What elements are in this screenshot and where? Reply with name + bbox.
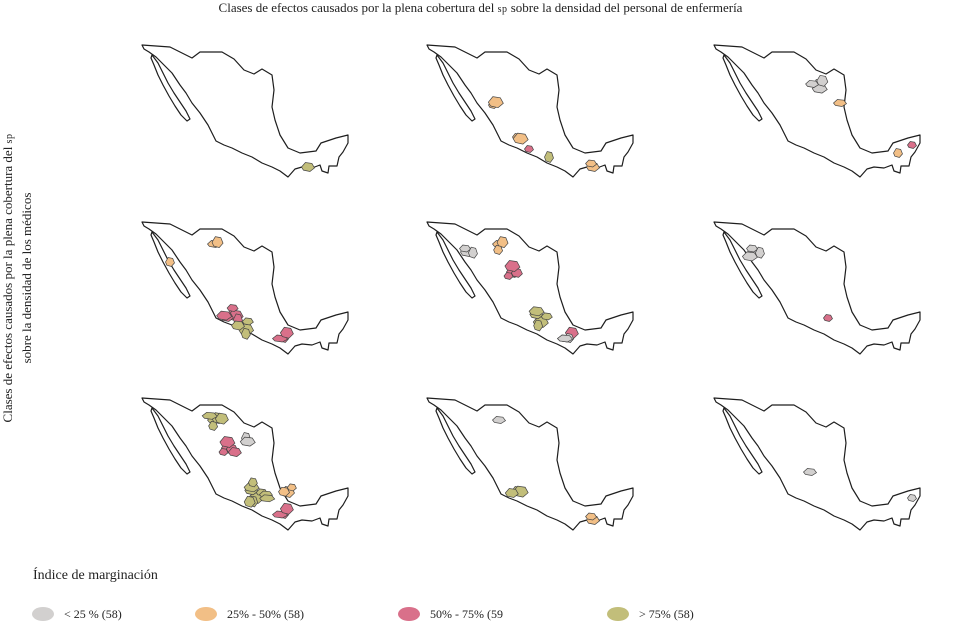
mexico-outline (142, 45, 348, 177)
map-panel-r1-c1 (142, 45, 348, 177)
map-panel-r2-c3 (714, 222, 920, 354)
legend-label: < 25 % (58) (64, 607, 122, 622)
legend-label: > 75% (58) (639, 607, 694, 622)
legend-swatch (195, 607, 217, 621)
legend-item-50-75: 50% - 75% (59 (398, 604, 503, 624)
legend-title: Índice de marginación (33, 568, 158, 584)
legend-label: 50% - 75% (59 (430, 607, 503, 622)
map-panel-r3-c3 (714, 398, 920, 530)
legend-swatch (398, 607, 420, 621)
map-panel-r2-c1 (142, 222, 348, 354)
legend-item-gt75: > 75% (58) (607, 604, 694, 624)
map-panel-r2-c2 (427, 222, 633, 354)
mexico-outline (427, 222, 633, 354)
mexico-outline (427, 45, 633, 177)
legend-item-25-50: 25% - 50% (58) (195, 604, 304, 624)
mexico-outline (714, 45, 920, 177)
legend-label: 25% - 50% (58) (227, 607, 304, 622)
map-panel-r1-c3 (714, 45, 920, 177)
mexico-outline (427, 398, 633, 530)
map-panel-r1-c2 (427, 45, 633, 177)
legend-swatch (32, 607, 54, 621)
legend-swatch (607, 607, 629, 621)
map-panel-r3-c2 (427, 398, 633, 530)
legend-item-lt25: < 25 % (58) (32, 604, 122, 624)
municipality-patch (287, 484, 296, 491)
mexico-outline (142, 398, 348, 530)
mexico-outline (714, 222, 920, 354)
map-panel-r3-c1 (142, 398, 348, 530)
mexico-outline (714, 398, 920, 530)
